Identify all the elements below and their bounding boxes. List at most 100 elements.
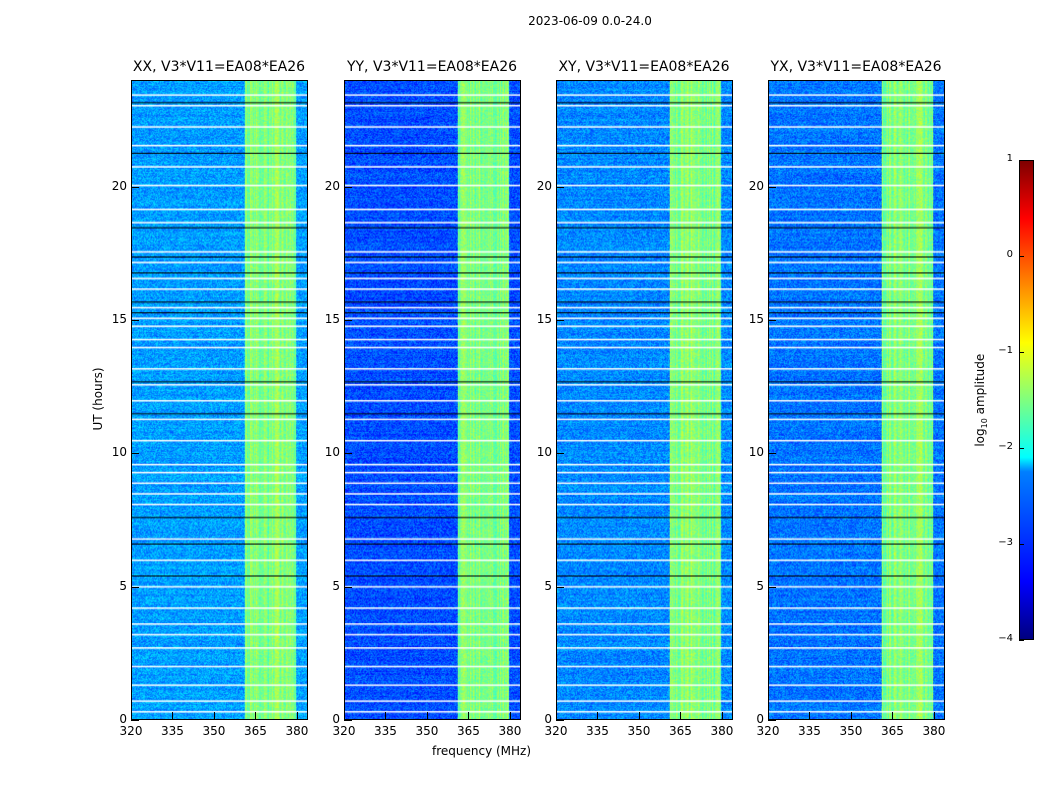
x-tick-label: 320	[756, 724, 780, 738]
x-tick	[933, 712, 935, 720]
y-tick-label: 0	[332, 712, 340, 726]
y-tick-label: 0	[544, 712, 552, 726]
heatmap-cells	[557, 81, 732, 719]
x-tick	[255, 712, 257, 720]
y-tick	[344, 453, 352, 455]
x-tick-label: 335	[161, 724, 184, 738]
x-tick-label: 320	[119, 724, 143, 738]
y-axis-label: UT (hours)	[91, 367, 105, 431]
heatmap-cells	[345, 81, 520, 719]
x-tick	[597, 712, 599, 720]
x-tick-label: 350	[627, 724, 651, 738]
panel-title: XX, V3*V11=EA08*EA26	[132, 59, 306, 75]
x-tick	[850, 712, 852, 720]
x-tick	[638, 712, 640, 720]
x-tick-label: 320	[332, 724, 356, 738]
x-tick-label: 380	[498, 724, 522, 738]
y-tick-label: 20	[748, 178, 764, 193]
colorbar-tick	[1019, 544, 1024, 545]
y-tick	[344, 720, 352, 721]
x-tick	[213, 712, 215, 720]
colorbar-tick	[1019, 256, 1024, 257]
colorbar-tick-label: −3	[998, 537, 1013, 548]
x-tick-label: 335	[586, 724, 609, 738]
y-tick-label: 15	[324, 312, 340, 326]
y-tick	[344, 586, 352, 588]
x-tick-label: 335	[798, 724, 821, 738]
y-tick	[556, 320, 564, 321]
colorbar-label-rest: amplitude	[972, 353, 987, 419]
x-tick-label: 335	[374, 724, 397, 738]
y-tick-label: 20	[111, 178, 127, 193]
x-tick	[509, 712, 511, 720]
y-tick	[768, 720, 776, 721]
x-tick-label: 365	[881, 724, 904, 738]
y-tick	[556, 720, 564, 721]
y-tick-label: 10	[536, 445, 552, 460]
y-tick	[768, 453, 776, 455]
y-tick	[131, 720, 139, 721]
colorbar-tick	[1019, 640, 1024, 641]
x-tick-label: 380	[710, 724, 734, 738]
x-tick	[680, 712, 682, 720]
x-tick	[172, 712, 174, 720]
panel-title: YX, V3*V11=EA08*EA26	[770, 59, 942, 75]
colorbar-tick-label: −4	[998, 633, 1013, 644]
colorbar-tick	[1019, 448, 1024, 449]
heatmap-panel	[556, 80, 733, 720]
x-tick	[809, 712, 811, 720]
x-tick	[426, 712, 428, 720]
x-tick	[721, 712, 723, 720]
heatmap-cells	[132, 81, 307, 719]
y-tick	[768, 186, 776, 188]
x-tick	[556, 712, 557, 720]
x-tick-label: 350	[202, 724, 226, 738]
x-tick-label: 380	[285, 724, 309, 738]
y-tick	[131, 586, 139, 588]
heatmap-panel	[131, 80, 308, 720]
heatmap-cells	[769, 81, 944, 719]
y-tick	[344, 320, 352, 321]
x-tick	[344, 712, 345, 720]
colorbar-tick	[1019, 352, 1024, 353]
heatmap-panel	[768, 80, 945, 720]
y-tick	[556, 186, 564, 188]
colorbar	[1019, 160, 1034, 640]
x-tick	[768, 712, 769, 720]
panel-title: XY, V3*V11=EA08*EA26	[558, 59, 730, 75]
x-tick-label: 380	[922, 724, 946, 738]
heatmap-panel	[344, 80, 521, 720]
y-tick	[768, 586, 776, 588]
y-tick-label: 5	[119, 578, 127, 593]
x-tick	[385, 712, 387, 720]
y-tick	[131, 453, 139, 455]
colorbar-tick-label: −1	[998, 345, 1013, 356]
y-tick	[131, 320, 139, 321]
x-tick	[468, 712, 470, 720]
y-tick-label: 10	[324, 445, 340, 460]
x-tick	[296, 712, 298, 720]
panel-title: YY, V3*V11=EA08*EA26	[346, 59, 518, 75]
y-tick	[344, 186, 352, 188]
colorbar-tick	[1019, 160, 1024, 161]
colorbar-label-sub: 10	[980, 418, 990, 429]
colorbar-tick-label: 1	[1006, 153, 1013, 164]
colorbar-label: log10 amplitude	[973, 340, 989, 460]
x-tick-label: 365	[669, 724, 692, 738]
y-tick	[556, 453, 564, 455]
y-tick-label: 0	[756, 712, 764, 726]
colorbar-label-main: log	[972, 428, 987, 447]
y-tick-label: 10	[111, 445, 127, 460]
y-tick	[556, 586, 564, 588]
y-tick-label: 20	[324, 178, 340, 193]
y-tick-label: 10	[748, 445, 764, 460]
x-tick	[131, 712, 132, 720]
y-tick-label: 5	[544, 578, 552, 593]
y-tick	[768, 320, 776, 321]
y-tick	[131, 186, 139, 188]
y-tick-label: 5	[756, 578, 764, 593]
x-tick-label: 365	[244, 724, 267, 738]
x-tick-label: 320	[544, 724, 568, 738]
y-tick-label: 15	[748, 312, 764, 326]
